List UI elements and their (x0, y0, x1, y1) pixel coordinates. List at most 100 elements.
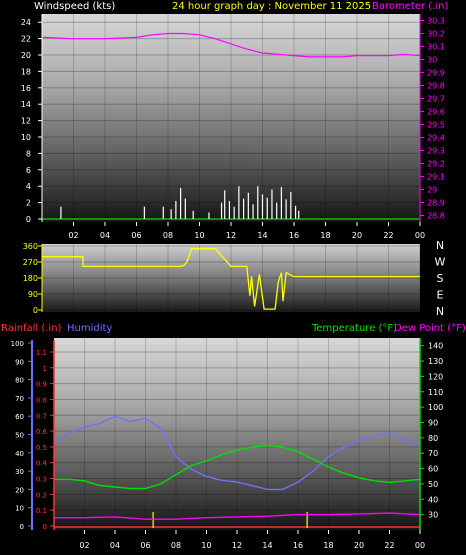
baro-tick-label: 29.1 (427, 173, 445, 182)
wind-x-tick-label: 22 (383, 231, 393, 240)
windspeed-axis-label: Windspeed (kts) (34, 1, 115, 12)
humidity-axis-label: Humidity (67, 323, 112, 334)
compass-letter: W (435, 256, 446, 269)
rht-x-tick-label: 16 (293, 541, 303, 550)
rain-humidity-temp-ticks: 010203040506070809010000.10.20.30.40.50.… (11, 338, 443, 550)
temperature-tick-label: 110 (428, 388, 443, 397)
baro-tick-label: 30 (427, 56, 437, 65)
barometer-series-line (41, 32, 421, 58)
temperature-tick-label: 80 (428, 434, 438, 443)
rain-humidity-temp-grid (54, 338, 421, 530)
rain-tick-label: 0 (43, 523, 47, 531)
baro-tick-label: 28.9 (427, 199, 445, 208)
baro-tick-label: 30.1 (427, 43, 445, 52)
humidity-tick-label: 70 (15, 395, 24, 403)
baro-tick-label: 29 (427, 186, 437, 195)
wind-x-tick-label: 20 (352, 231, 362, 240)
wind-direction-plot-area (42, 244, 420, 312)
rain-tick-label: 0.9 (36, 381, 47, 389)
temperature-tick-label: 120 (428, 372, 443, 381)
wind-x-tick-label: 18 (320, 231, 330, 240)
compass-letter: N (436, 305, 444, 318)
wind-x-tick-label: 16 (289, 231, 299, 240)
wind-x-tick-label: 10 (194, 231, 204, 240)
rain-tick-label: 0.1 (36, 507, 47, 515)
rht-x-tick-label: 08 (171, 541, 181, 550)
direction-tick-label: 270 (23, 258, 38, 267)
temperature-axis-label: Temperature (°F) (311, 323, 397, 334)
dewpoint-series-line (54, 512, 421, 520)
wind-tick-label: 16 (21, 84, 31, 93)
wind-direction-grid (42, 244, 421, 312)
rht-x-tick-label: 00 (415, 541, 425, 550)
baro-tick-label: 29.4 (427, 134, 445, 143)
humidity-tick-label: 30 (15, 468, 24, 476)
wind-x-tick-label: 06 (131, 231, 141, 240)
wind-tick-label: 2 (26, 199, 31, 208)
rain-tick-label: 0.4 (36, 460, 48, 468)
wind-tick-label: 8 (26, 149, 31, 158)
baro-tick-label: 29.8 (427, 82, 445, 91)
rain-tick-label: 0.8 (36, 396, 47, 404)
rht-x-tick-label: 18 (323, 541, 333, 550)
wind-baro-plot-area (42, 14, 420, 222)
humidity-tick-label: 20 (15, 486, 24, 494)
humidity-tick-label: 100 (11, 340, 24, 348)
baro-tick-label: 30.3 (427, 17, 445, 26)
direction-tick-label: 90 (28, 290, 38, 299)
rht-x-tick-label: 10 (201, 541, 211, 550)
barometer-axis-label: Barometer (.in) (372, 1, 448, 12)
wind-x-tick-label: 12 (226, 231, 236, 240)
wind-direction-ticks: 360 270 180 90 0 (23, 242, 43, 315)
rht-x-tick-label: 04 (110, 541, 120, 550)
temperature-tick-label: 140 (428, 342, 443, 351)
rain-tick-label: 0.7 (36, 412, 47, 420)
humidity-series-line (53, 415, 421, 491)
direction-tick-label: 360 (23, 242, 38, 251)
wind-direction-series-line (42, 248, 420, 310)
wind-baro-ticks: 02468101214161820222428.828.92929.129.22… (21, 14, 445, 240)
compass-letter: S (437, 272, 444, 285)
wind-tick-label: 0 (26, 215, 31, 224)
rht-x-tick-label: 22 (384, 541, 394, 550)
baro-tick-label: 29.3 (427, 147, 445, 156)
wind-tick-label: 6 (26, 166, 31, 175)
baro-tick-label: 29.9 (427, 69, 445, 78)
rain-tick-label: 0.3 (36, 476, 47, 484)
wind-tick-label: 12 (21, 117, 31, 126)
temperature-tick-label: 70 (428, 449, 438, 458)
rain-tick-label: 0.2 (36, 491, 47, 499)
rain-humidity-temp-plot-area (54, 338, 420, 530)
rht-x-tick-label: 14 (262, 541, 272, 550)
wind-x-tick-label: 14 (257, 231, 267, 240)
rainfall-axis-label: Rainfall (.in) (1, 323, 62, 334)
compass-letter: N (436, 239, 444, 252)
temperature-tick-label: 40 (428, 495, 438, 504)
humidity-tick-label: 40 (15, 450, 24, 458)
temperature-series-line (54, 444, 421, 490)
wind-x-tick-label: 08 (163, 231, 173, 240)
rain-tick-label: 1 (43, 365, 47, 373)
humidity-tick-label: 0 (20, 523, 24, 531)
rain-humidity-temp-series (53, 415, 421, 528)
wind-x-tick-label: 02 (68, 231, 78, 240)
rht-x-tick-label: 06 (140, 541, 150, 550)
wind-tick-label: 24 (21, 18, 31, 27)
graph-title: 24 hour graph day : November 11 2025 (172, 1, 371, 12)
temperature-tick-label: 60 (428, 465, 438, 474)
humidity-tick-label: 90 (15, 358, 24, 366)
humidity-tick-label: 80 (15, 377, 24, 385)
temperature-tick-label: 100 (428, 403, 443, 412)
direction-tick-label: 0 (33, 306, 38, 315)
temperature-tick-label: 50 (428, 480, 438, 489)
baro-tick-label: 29.6 (427, 108, 445, 117)
wind-tick-label: 14 (21, 100, 31, 109)
humidity-tick-label: 10 (15, 505, 24, 513)
wind-tick-label: 4 (26, 182, 31, 191)
rht-x-tick-label: 12 (232, 541, 242, 550)
temperature-tick-label: 90 (428, 418, 438, 427)
baro-tick-label: 29.7 (427, 95, 445, 104)
